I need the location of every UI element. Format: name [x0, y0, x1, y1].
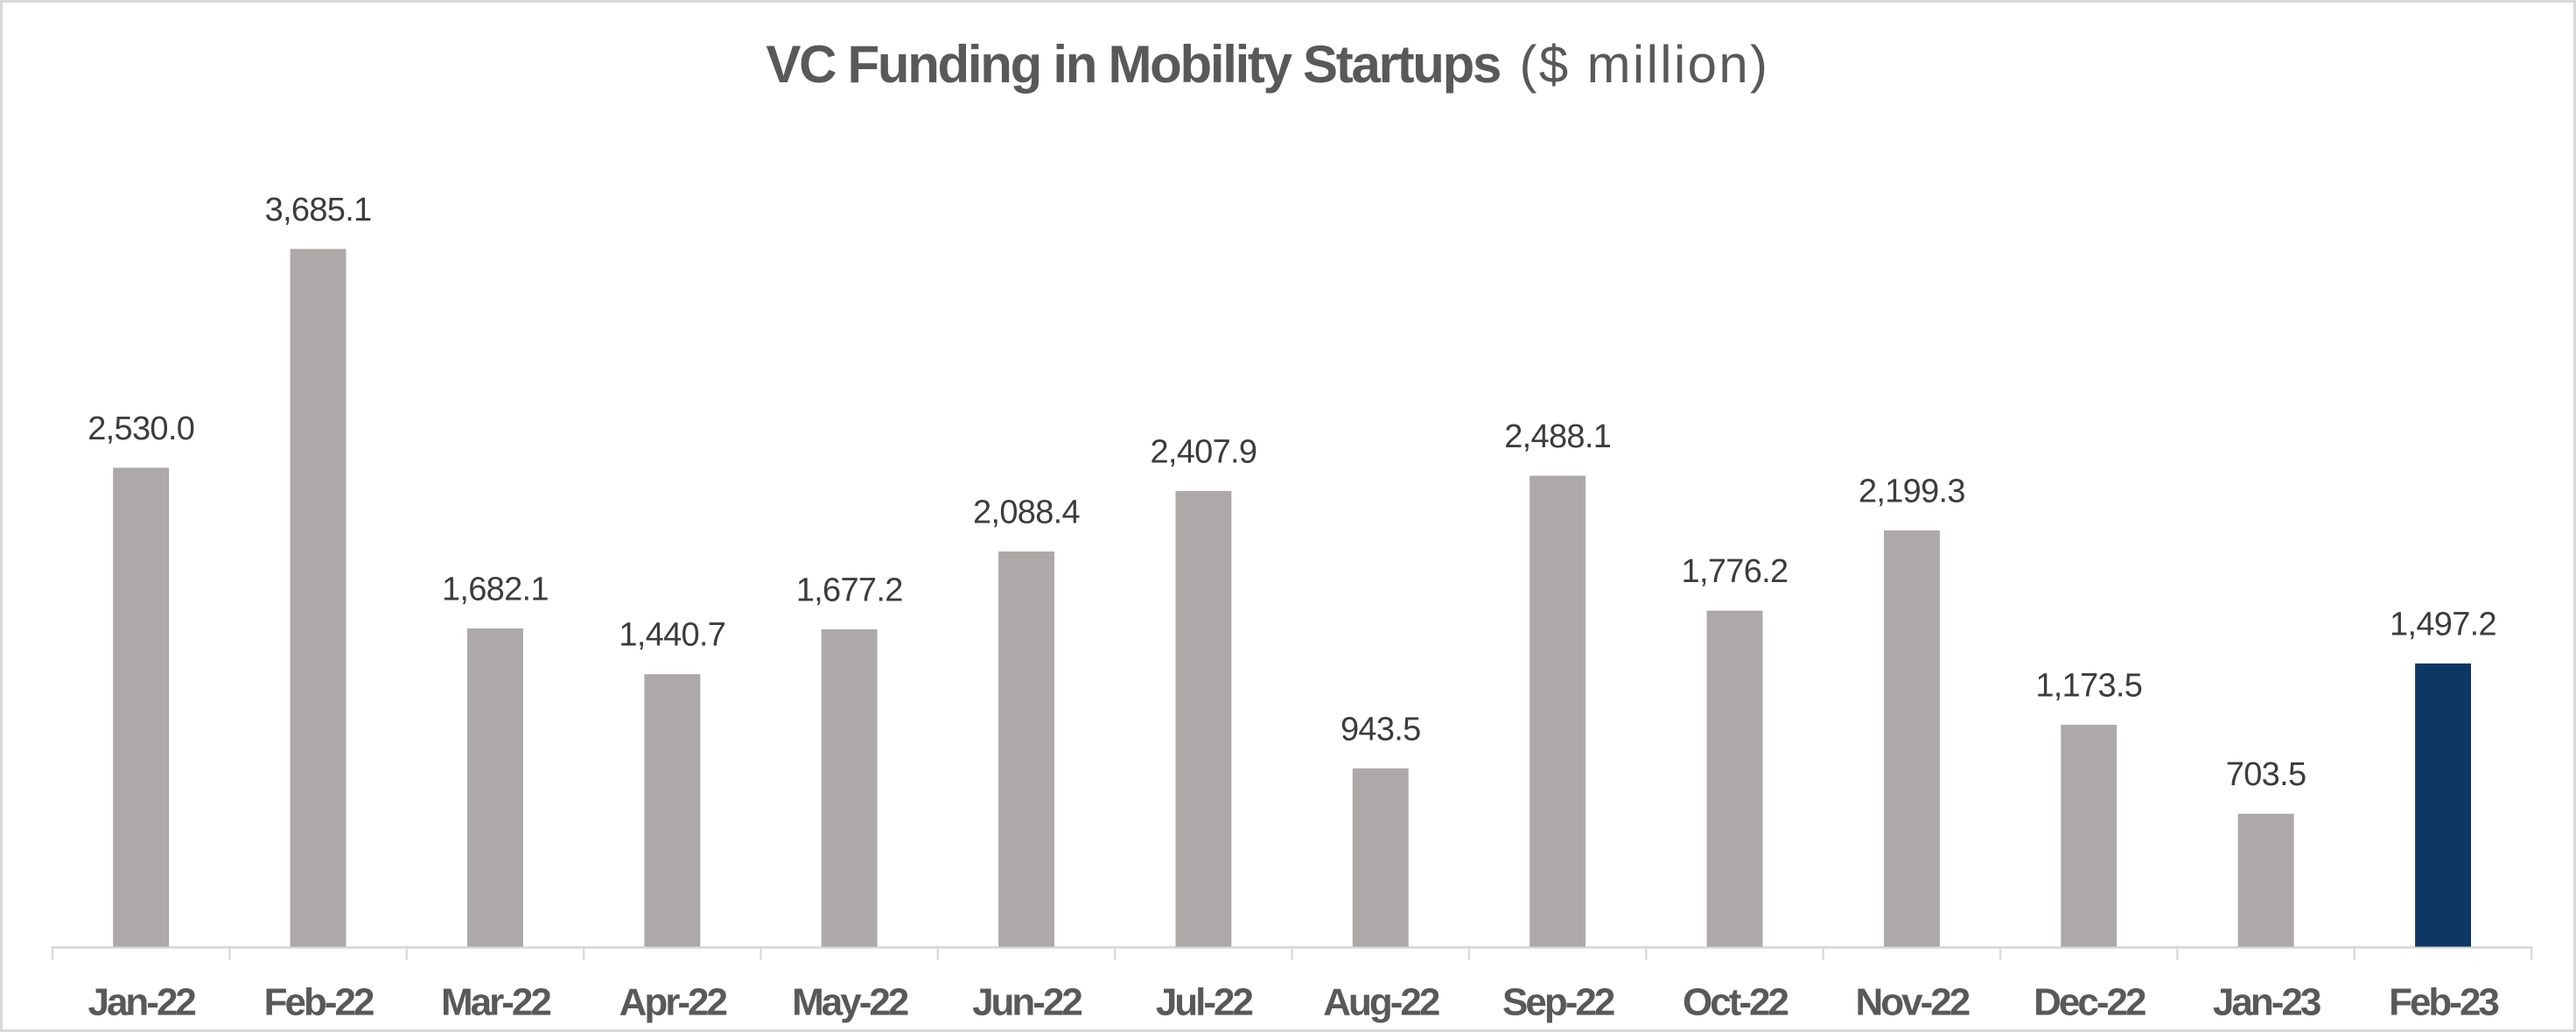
svg-text:943.5: 943.5 — [1340, 711, 1421, 748]
svg-text:2,407.9: 2,407.9 — [1150, 433, 1256, 470]
svg-text:2,530.0: 2,530.0 — [88, 411, 194, 447]
svg-text:3,685.1: 3,685.1 — [265, 192, 372, 228]
svg-text:1,677.2: 1,677.2 — [796, 572, 903, 609]
svg-text:Oct-22: Oct-22 — [1683, 981, 1788, 1024]
svg-text:VC Funding in Mobility Startup: VC Funding in Mobility Startups — [766, 35, 1500, 94]
svg-text:1,173.5: 1,173.5 — [2035, 668, 2142, 705]
svg-text:Jan-22: Jan-22 — [88, 981, 195, 1024]
svg-text:Apr-22: Apr-22 — [620, 981, 727, 1024]
svg-text:Feb-23: Feb-23 — [2389, 981, 2498, 1024]
svg-text:($ million): ($ million) — [1520, 35, 1770, 94]
svg-text:1,682.1: 1,682.1 — [442, 571, 549, 607]
svg-text:Jul-22: Jul-22 — [1156, 981, 1253, 1024]
svg-text:Jan-23: Jan-23 — [2213, 981, 2320, 1024]
svg-text:Aug-22: Aug-22 — [1323, 981, 1439, 1024]
svg-text:1,776.2: 1,776.2 — [1682, 553, 1788, 590]
svg-text:703.5: 703.5 — [2226, 756, 2306, 793]
svg-text:Nov-22: Nov-22 — [1856, 981, 1970, 1024]
svg-text:Feb-22: Feb-22 — [264, 981, 374, 1024]
svg-text:Mar-22: Mar-22 — [441, 981, 550, 1024]
svg-text:Jun-22: Jun-22 — [972, 981, 1082, 1024]
svg-text:1,497.2: 1,497.2 — [2390, 607, 2496, 643]
svg-text:Dec-22: Dec-22 — [2034, 981, 2146, 1024]
svg-text:May-22: May-22 — [792, 981, 908, 1024]
svg-text:1,440.7: 1,440.7 — [619, 617, 725, 654]
svg-text:2,199.3: 2,199.3 — [1858, 474, 1965, 510]
svg-text:2,088.4: 2,088.4 — [973, 495, 1080, 531]
svg-text:2,488.1: 2,488.1 — [1504, 418, 1611, 455]
svg-text:Sep-22: Sep-22 — [1502, 981, 1614, 1024]
